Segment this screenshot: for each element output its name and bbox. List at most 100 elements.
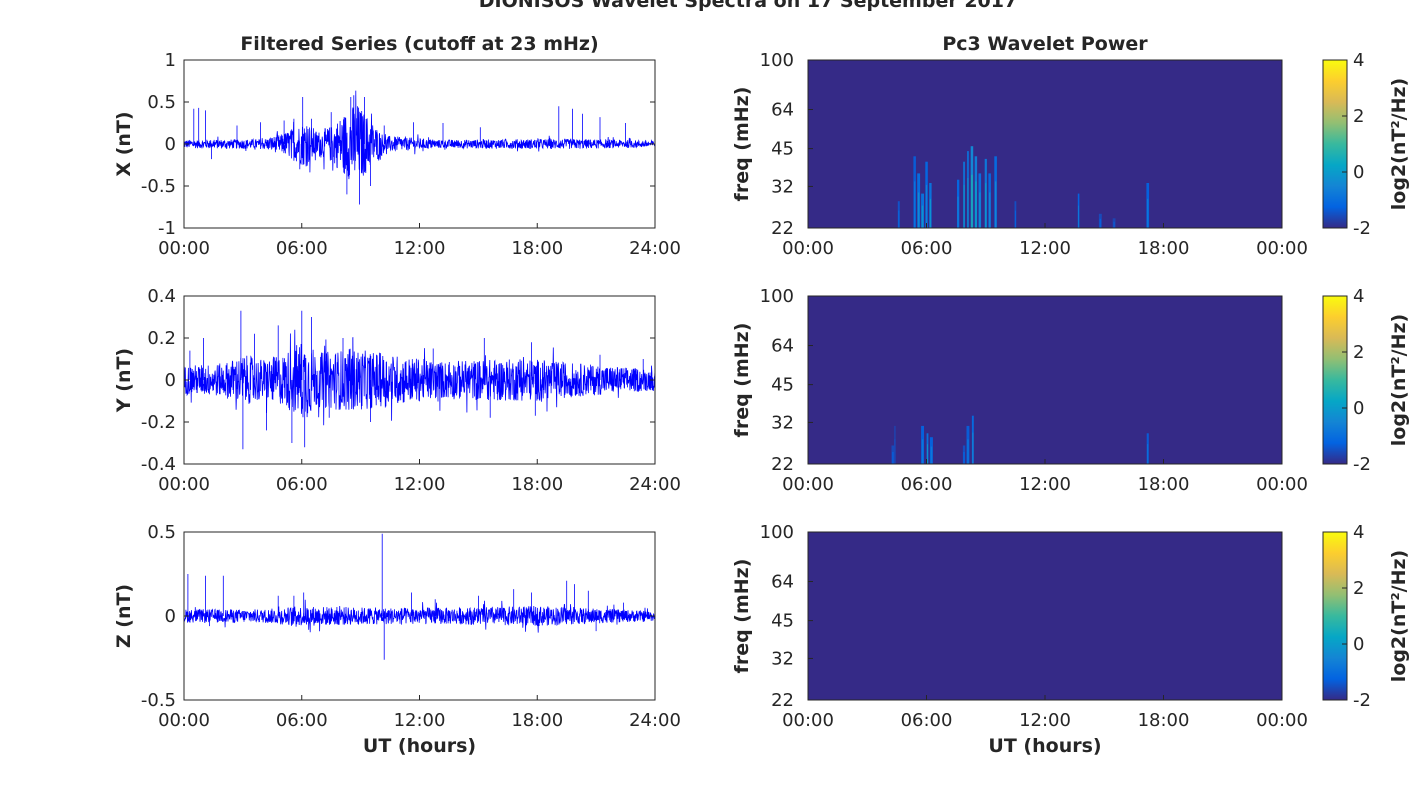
series-trace: [183, 533, 656, 660]
colorbar-tick-label: 2: [1353, 578, 1364, 599]
colorbar-scale: [1322, 59, 1348, 229]
x-tick-label: 06:00: [901, 238, 953, 259]
colorbar-tick-label: -2: [1353, 218, 1371, 239]
y-tick-label: 100: [760, 50, 794, 71]
y-tick-label: 32: [771, 176, 794, 197]
x-tick-label: 00:00: [1256, 710, 1308, 731]
colorbar-tick-label: 4: [1353, 522, 1364, 543]
power-hotspots: [891, 415, 1149, 464]
x-tick-label: 00:00: [782, 710, 834, 731]
y-tick-label: 0: [165, 370, 176, 391]
power-streak-core: [967, 178, 969, 228]
power-streak-core: [930, 446, 933, 464]
y-tick-label: 45: [771, 139, 794, 160]
power-streak-core: [927, 444, 928, 464]
y-tick-label: -0.4: [141, 454, 176, 475]
power-streak-core: [989, 192, 991, 228]
heatmap-background: [808, 60, 1282, 228]
power-streak-core: [892, 452, 894, 464]
y-tick-label: -0.5: [141, 176, 176, 197]
power-streak-core: [957, 196, 959, 228]
colorbar-tick-label: 0: [1353, 162, 1364, 183]
power-streak-core: [971, 174, 973, 228]
x-tick-label: 18:00: [1138, 710, 1190, 731]
panels: -1 -0.5 0 0.5 1 00:00 06:00 12:00 18:00 24:00 X (n…: [113, 33, 1410, 757]
x-tick-label: 18:00: [1138, 474, 1190, 495]
colorbar-tick-label: 0: [1353, 398, 1364, 419]
power-streak-core: [972, 432, 974, 464]
colorbar-tick-label: 4: [1353, 50, 1364, 71]
x-tick-label: 00:00: [158, 474, 210, 495]
x-tick-label: 24:00: [629, 238, 681, 259]
x-tick-label: 00:00: [782, 238, 834, 259]
x-tick-label: 24:00: [629, 474, 681, 495]
power-streak-core: [963, 184, 965, 228]
x-tick-label: 06:00: [901, 710, 953, 731]
x-tick-label: 18:00: [511, 238, 563, 259]
colorbar-label: log2(nT²/Hz): [1388, 78, 1410, 210]
colorbar: -2 0 2 4 log2(nT²/Hz): [1322, 50, 1410, 239]
colorbar-tick-label: 4: [1353, 286, 1364, 307]
panel-title: Filtered Series (cutoff at 23 mHz): [240, 33, 598, 55]
power-streak-core: [1113, 221, 1115, 228]
x-tick-label: 12:00: [1019, 474, 1071, 495]
y-tick-label: 22: [771, 690, 794, 711]
x-tick-label: 12:00: [1019, 710, 1071, 731]
power-streak-core: [979, 192, 981, 228]
power-streak-core: [995, 181, 997, 228]
power-streak-core: [975, 181, 977, 228]
colorbar-tick-label: 2: [1353, 342, 1364, 363]
y-tick-label: 45: [771, 375, 794, 396]
power-streak-core: [985, 183, 987, 228]
colorbar-tick-label: 2: [1353, 106, 1364, 127]
x-axis-label: UT (hours): [988, 735, 1101, 757]
colorbar-tick-label: 0: [1353, 634, 1364, 655]
x-tick-label: 18:00: [511, 710, 563, 731]
power-streak-core: [1147, 444, 1149, 464]
x-tick-label: 12:00: [394, 474, 446, 495]
y-tick-label: -0.5: [141, 690, 176, 711]
power-hotspots: [897, 146, 1150, 228]
y-tick-label: 0.5: [147, 522, 176, 543]
y-tick-label: 0: [165, 606, 176, 627]
y-axis-label: Y (nT): [113, 348, 135, 413]
colorbar-label: log2(nT²/Hz): [1388, 550, 1410, 682]
y-tick-label: 0.5: [147, 92, 176, 113]
colorbar-scale: [1322, 531, 1348, 701]
y-axis-label: freq (mHz): [731, 323, 753, 438]
y-axis-label: Z (nT): [113, 584, 135, 648]
series-trace: [183, 90, 656, 205]
x-axis-label: UT (hours): [363, 735, 476, 757]
panel-title: Pc3 Wavelet Power: [942, 33, 1148, 55]
x-tick-label: 12:00: [1019, 238, 1071, 259]
wavelet-panel-2: 22 32 45 64 100 00:00 06:00 12:00 18:00 00:00 freq…: [731, 286, 1410, 495]
x-tick-label: 00:00: [1256, 474, 1308, 495]
y-tick-label: 45: [771, 611, 794, 632]
x-tick-label: 12:00: [394, 238, 446, 259]
y-tick-label: 0.2: [147, 328, 176, 349]
x-tick-label: 06:00: [276, 238, 328, 259]
y-tick-label: 64: [771, 100, 794, 121]
colorbar-tick-label: -2: [1353, 690, 1371, 711]
y-axis-label: X (nT): [113, 111, 135, 176]
y-tick-label: 1: [165, 50, 176, 71]
power-streak-core: [925, 184, 928, 228]
power-streak-core: [898, 210, 900, 228]
y-tick-label: 100: [760, 522, 794, 543]
y-tick-label: -1: [158, 218, 176, 239]
wavelet-panel-1: 22 32 45 64 100 00:00 06:00 12:00 18:00 00:00 freq…: [731, 33, 1410, 259]
power-streak-core: [894, 439, 896, 464]
colorbar-scale: [1322, 295, 1348, 465]
y-tick-label: 0.4: [147, 286, 176, 307]
x-tick-label: 06:00: [901, 474, 953, 495]
wavelet-panel-3: 22 32 45 64 100 00:00 06:00 12:00 18:00 00:00 freq…: [731, 522, 1410, 757]
x-tick-label: 18:00: [1138, 238, 1190, 259]
y-tick-label: 64: [771, 336, 794, 357]
heatmap-background: [808, 532, 1282, 700]
series-trace: [183, 310, 656, 450]
colorbar-tick-label: -2: [1353, 454, 1371, 475]
heatmap-background: [808, 296, 1282, 464]
y-tick-label: 32: [771, 412, 794, 433]
power-streak-core: [1078, 205, 1079, 228]
y-tick-label: 22: [771, 218, 794, 239]
